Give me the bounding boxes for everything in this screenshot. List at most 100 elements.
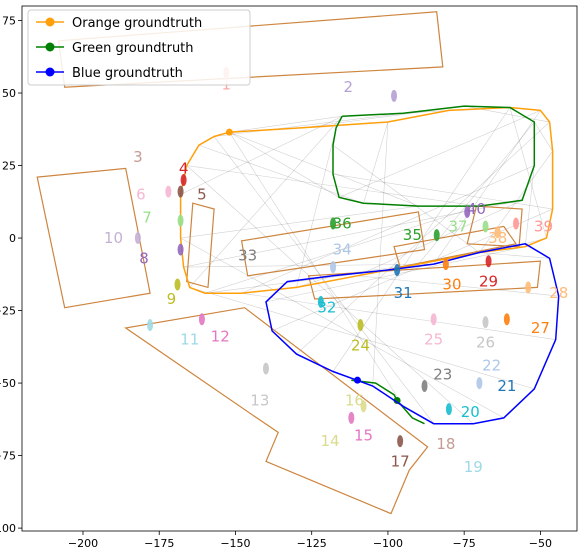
detection-marker — [165, 185, 172, 198]
x-tick-label: −175 — [144, 537, 174, 550]
legend: Orange groundtruth Green groundtruth Blu… — [27, 9, 251, 86]
detection-marker — [391, 89, 398, 102]
detection-marker — [503, 313, 510, 326]
association-line — [241, 292, 556, 340]
association-line — [332, 173, 553, 210]
association-line — [524, 165, 535, 247]
map-boxes — [36, 11, 542, 515]
map-box — [124, 307, 429, 515]
track-label: 26 — [476, 333, 495, 351]
green-groundtruth-marker — [393, 396, 401, 404]
detection-marker — [464, 205, 471, 218]
detection-marker — [180, 174, 187, 187]
detection-marker — [348, 411, 355, 424]
track-label: 9 — [167, 290, 177, 308]
y-axis: 75 50 25 0 −25 −50 −75 −100 — [0, 15, 22, 535]
x-tick-label: −125 — [297, 537, 327, 550]
orange-groundtruth-marker — [225, 128, 233, 136]
association-line — [180, 237, 504, 419]
detection-marker — [198, 313, 205, 326]
association-line — [180, 115, 343, 195]
legend-box — [27, 9, 251, 86]
detection-marker — [147, 319, 154, 332]
association-line — [229, 131, 340, 198]
track-label: 12 — [211, 328, 230, 346]
y-tick-label: 25 — [2, 160, 16, 173]
legend-label-green: Green groundtruth — [72, 41, 194, 56]
detection-marker — [394, 263, 401, 276]
association-line — [183, 263, 434, 268]
association-line — [339, 110, 541, 198]
detection-marker — [513, 217, 520, 230]
association-line — [213, 136, 434, 424]
track-label: 30 — [442, 275, 461, 293]
detection-marker — [357, 319, 364, 332]
association-line — [180, 205, 419, 239]
detection-marker — [317, 295, 324, 308]
detection-marker — [134, 232, 141, 245]
green-groundtruth-line — [332, 105, 536, 207]
track-label: 5 — [197, 186, 207, 204]
detection-marker — [360, 400, 367, 413]
y-tick-label: −25 — [0, 305, 16, 318]
detection-marker — [330, 217, 337, 230]
detection-marker — [262, 362, 269, 375]
map-box — [240, 211, 426, 277]
map-box — [307, 260, 542, 300]
association-line — [214, 113, 404, 137]
track-label: 15 — [354, 426, 373, 444]
detection-marker — [485, 255, 492, 268]
track-label: 6 — [136, 186, 146, 204]
track-label: 24 — [351, 336, 370, 354]
map-box — [466, 205, 523, 248]
association-line — [509, 107, 547, 239]
detection-marker — [174, 278, 181, 291]
association-line — [229, 131, 419, 207]
association-line — [332, 144, 480, 253]
track-label: 11 — [180, 331, 199, 349]
track-label: 27 — [531, 319, 550, 337]
track-label: 37 — [449, 217, 468, 235]
association-line — [186, 165, 480, 207]
track-label: 28 — [549, 284, 568, 302]
detection-marker — [445, 403, 452, 416]
map-box — [393, 225, 518, 268]
track-label: 38 — [488, 229, 507, 247]
detection-marker — [482, 220, 489, 233]
track-label: 7 — [142, 209, 152, 227]
x-axis: −200 −175 −150 −125 −100 −75 −50 — [68, 531, 552, 550]
detection-marker — [177, 243, 184, 256]
association-line — [296, 127, 337, 288]
track-label: 20 — [461, 403, 480, 421]
track-label: 23 — [433, 365, 452, 383]
association-line — [363, 121, 389, 204]
y-tick-label: −100 — [0, 522, 16, 535]
legend-entry-green: Green groundtruth — [36, 41, 194, 56]
track-label: 19 — [464, 458, 483, 476]
track-label: 21 — [497, 377, 516, 395]
detection-marker — [330, 261, 337, 274]
x-tick-label: −200 — [68, 537, 98, 550]
track-label: 10 — [104, 229, 123, 247]
detection-marker — [397, 435, 404, 448]
association-line — [372, 122, 389, 386]
track-label: 16 — [345, 391, 364, 409]
association-line — [189, 116, 343, 288]
detection-marker — [494, 226, 501, 239]
track-label: 13 — [250, 391, 269, 409]
map-box — [186, 202, 215, 289]
track-label: 25 — [424, 331, 443, 349]
track-label: 8 — [139, 249, 149, 267]
blue-groundtruth-line — [265, 243, 560, 425]
track-label: 14 — [320, 432, 339, 450]
detection-marker — [421, 379, 428, 392]
track-label: 32 — [317, 299, 336, 317]
association-line — [198, 144, 364, 204]
track-label: 39 — [534, 217, 553, 235]
track-label: 18 — [436, 435, 455, 453]
legend-entry-blue: Blue groundtruth — [36, 66, 183, 81]
y-tick-label: −75 — [0, 450, 16, 463]
association-line — [357, 275, 559, 297]
track-label: 35 — [403, 226, 422, 244]
x-tick-label: −50 — [529, 537, 552, 550]
